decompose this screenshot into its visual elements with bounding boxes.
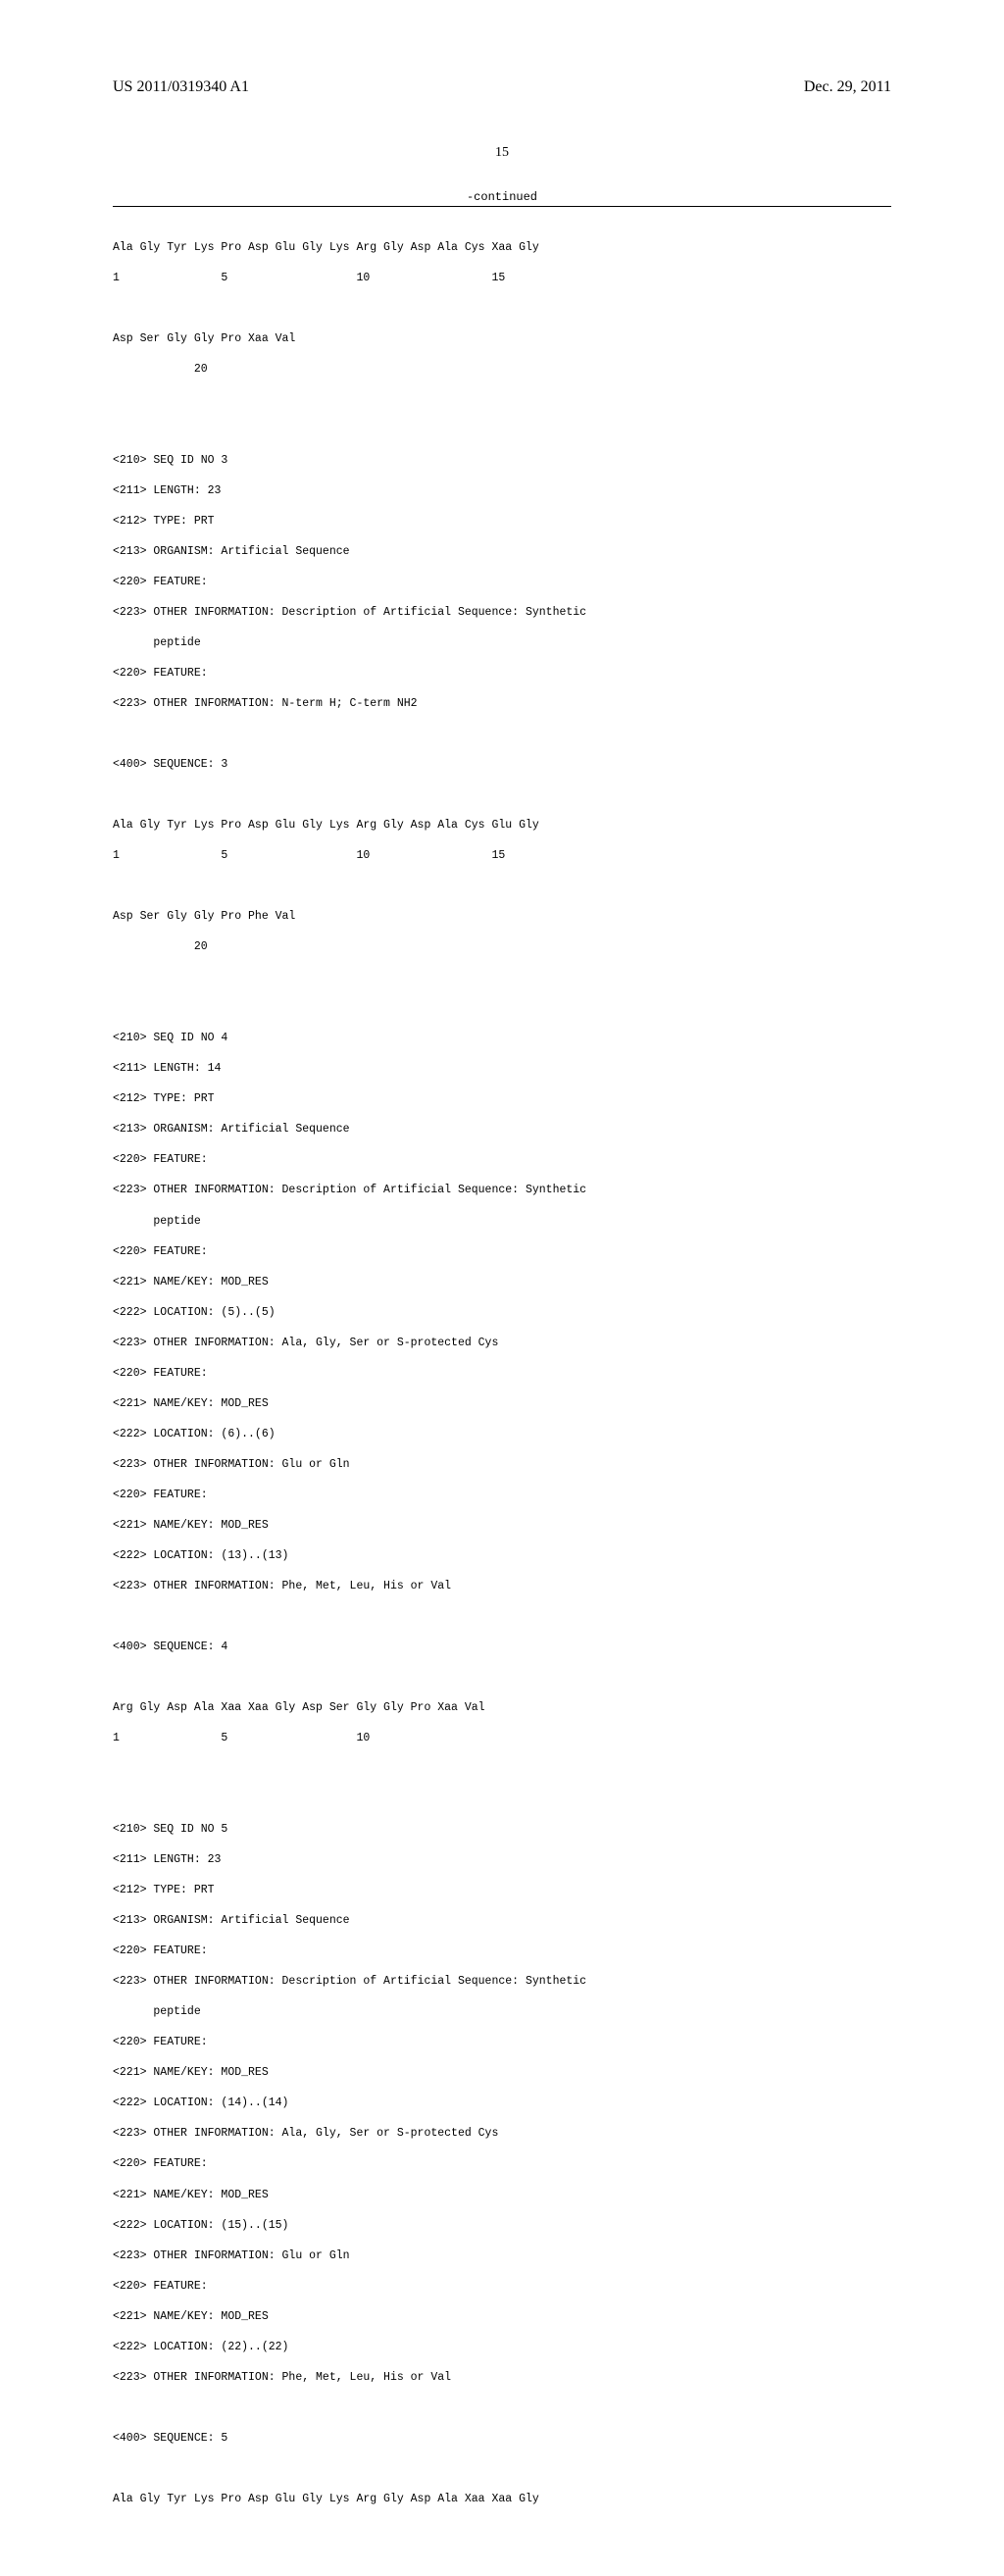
publication-number: US 2011/0319340 A1 — [113, 78, 249, 96]
blank — [113, 787, 891, 803]
seq-positions: 1 5 10 15 — [113, 271, 891, 286]
seq-positions: 20 — [113, 939, 891, 955]
seq-feature: <220> FEATURE: — [113, 1944, 891, 1959]
seq-location: <222> LOCATION: (6)..(6) — [113, 1427, 891, 1442]
seq-length: <211> LENGTH: 14 — [113, 1061, 891, 1077]
blank — [113, 301, 891, 317]
blank — [113, 1670, 891, 1686]
seq-length: <211> LENGTH: 23 — [113, 483, 891, 499]
seq-residues: Ala Gly Tyr Lys Pro Asp Glu Gly Lys Arg … — [113, 240, 891, 256]
seq-name-key: <221> NAME/KEY: MOD_RES — [113, 2309, 891, 2325]
seq-header: <400> SEQUENCE: 3 — [113, 757, 891, 773]
seq-other-info: <223> OTHER INFORMATION: Ala, Gly, Ser o… — [113, 1336, 891, 1351]
blank — [113, 1000, 891, 1016]
seq-organism: <213> ORGANISM: Artificial Sequence — [113, 544, 891, 560]
seq-feature: <220> FEATURE: — [113, 2156, 891, 2172]
page-header: US 2011/0319340 A1 Dec. 29, 2011 — [113, 78, 891, 96]
publication-date: Dec. 29, 2011 — [804, 78, 891, 96]
seq-feature: <220> FEATURE: — [113, 1366, 891, 1382]
page-number: 15 — [113, 145, 891, 161]
seq-positions: 20 — [113, 362, 891, 378]
seq-other-info: <223> OTHER INFORMATION: Description of … — [113, 1974, 891, 1990]
seq-header: <400> SEQUENCE: 4 — [113, 1640, 891, 1655]
seq-feature: <220> FEATURE: — [113, 575, 891, 590]
seq-other-info: <223> OTHER INFORMATION: Description of … — [113, 605, 891, 621]
blank — [113, 2400, 891, 2416]
sequence-listing: Ala Gly Tyr Lys Pro Asp Glu Gly Lys Arg … — [113, 225, 891, 2537]
seq-other-info: <223> OTHER INFORMATION: Glu or Gln — [113, 2248, 891, 2264]
seq-residues: Asp Ser Gly Gly Pro Xaa Val — [113, 331, 891, 347]
seq-location: <222> LOCATION: (22)..(22) — [113, 2340, 891, 2355]
blank — [113, 879, 891, 894]
seq-other-info: peptide — [113, 2004, 891, 2020]
seq-feature: <220> FEATURE: — [113, 1244, 891, 1260]
seq-type: <212> TYPE: PRT — [113, 1883, 891, 1898]
seq-type: <212> TYPE: PRT — [113, 1091, 891, 1107]
seq-feature: <220> FEATURE: — [113, 2279, 891, 2295]
seq-organism: <213> ORGANISM: Artificial Sequence — [113, 1913, 891, 1929]
seq-residues: Ala Gly Tyr Lys Pro Asp Glu Gly Lys Arg … — [113, 2492, 891, 2507]
seq-feature: <220> FEATURE: — [113, 2035, 891, 2050]
seq-name-key: <221> NAME/KEY: MOD_RES — [113, 2065, 891, 2081]
divider — [113, 206, 891, 207]
seq-location: <222> LOCATION: (14)..(14) — [113, 2096, 891, 2111]
seq-other-info: <223> OTHER INFORMATION: Glu or Gln — [113, 1457, 891, 1473]
seq-id: <210> SEQ ID NO 4 — [113, 1031, 891, 1046]
seq-other-info: <223> OTHER INFORMATION: Phe, Met, Leu, … — [113, 2370, 891, 2386]
seq-location: <222> LOCATION: (5)..(5) — [113, 1305, 891, 1321]
seq-other-info: peptide — [113, 1214, 891, 1230]
seq-other-info: <223> OTHER INFORMATION: Ala, Gly, Ser o… — [113, 2126, 891, 2142]
blank — [113, 1609, 891, 1625]
seq-id: <210> SEQ ID NO 5 — [113, 1822, 891, 1838]
blank — [113, 392, 891, 408]
seq-name-key: <221> NAME/KEY: MOD_RES — [113, 1518, 891, 1534]
continued-label: -continued — [113, 190, 891, 204]
seq-positions: 1 5 10 15 — [113, 848, 891, 864]
seq-id: <210> SEQ ID NO 3 — [113, 453, 891, 469]
patent-page: US 2011/0319340 A1 Dec. 29, 2011 15 -con… — [0, 0, 1004, 2576]
seq-other-info: peptide — [113, 635, 891, 651]
seq-other-info: <223> OTHER INFORMATION: N-term H; C-ter… — [113, 696, 891, 712]
blank — [113, 970, 891, 985]
seq-header: <400> SEQUENCE: 5 — [113, 2431, 891, 2447]
seq-name-key: <221> NAME/KEY: MOD_RES — [113, 1396, 891, 1412]
seq-feature: <220> FEATURE: — [113, 666, 891, 682]
seq-positions: 1 5 10 — [113, 1731, 891, 1746]
seq-residues: Asp Ser Gly Gly Pro Phe Val — [113, 909, 891, 925]
seq-residues: Ala Gly Tyr Lys Pro Asp Glu Gly Lys Arg … — [113, 818, 891, 833]
blank — [113, 2461, 891, 2477]
seq-type: <212> TYPE: PRT — [113, 514, 891, 530]
seq-name-key: <221> NAME/KEY: MOD_RES — [113, 1275, 891, 1290]
seq-other-info: <223> OTHER INFORMATION: Description of … — [113, 1183, 891, 1198]
blank — [113, 727, 891, 742]
seq-location: <222> LOCATION: (15)..(15) — [113, 2218, 891, 2234]
seq-feature: <220> FEATURE: — [113, 1152, 891, 1168]
seq-other-info: <223> OTHER INFORMATION: Phe, Met, Leu, … — [113, 1579, 891, 1594]
seq-location: <222> LOCATION: (13)..(13) — [113, 1548, 891, 1564]
seq-length: <211> LENGTH: 23 — [113, 1852, 891, 1868]
seq-organism: <213> ORGANISM: Artificial Sequence — [113, 1122, 891, 1137]
blank — [113, 1761, 891, 1777]
blank — [113, 1792, 891, 1807]
seq-residues: Arg Gly Asp Ala Xaa Xaa Gly Asp Ser Gly … — [113, 1700, 891, 1716]
seq-name-key: <221> NAME/KEY: MOD_RES — [113, 2188, 891, 2203]
seq-feature: <220> FEATURE: — [113, 1488, 891, 1503]
blank — [113, 423, 891, 438]
